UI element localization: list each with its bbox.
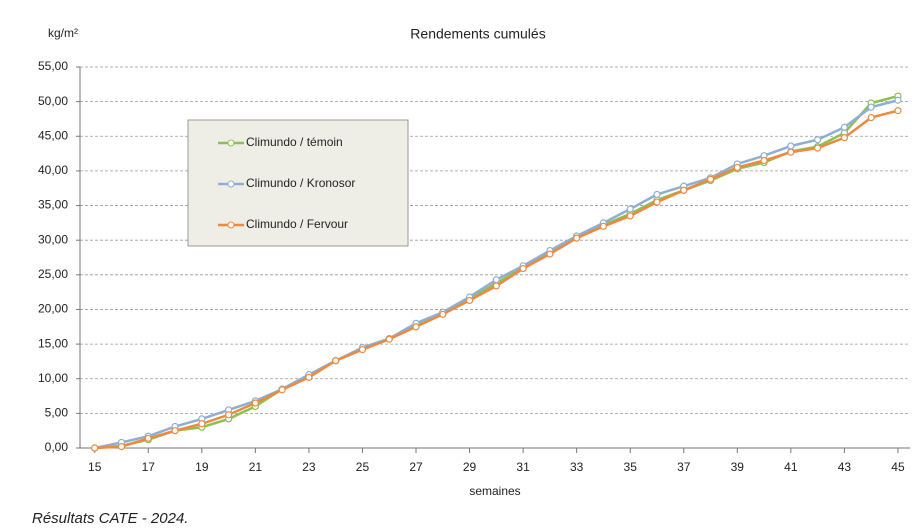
y-tick-label: 50,00 [38,94,68,108]
point [198,420,206,428]
y-tick-label: 35,00 [38,198,68,212]
x-tick-label: 33 [570,460,584,474]
point [814,136,822,144]
x-tick-label: 29 [463,460,477,474]
point [546,250,554,258]
x-tick-label: 15 [88,460,102,474]
y-tick-label: 25,00 [38,267,68,281]
point [626,212,634,220]
legend-label: Climundo / Fervour [246,217,348,231]
point [358,346,367,354]
chart-title: Rendements cumulés [410,26,545,42]
point [894,96,902,104]
point [814,144,822,152]
y-tick-label: 45,00 [38,128,68,142]
point [733,163,741,172]
x-tick-label: 35 [624,460,638,474]
x-tick-label: 21 [249,460,263,474]
point [412,323,420,331]
point [840,134,849,142]
y-tick-label: 20,00 [38,302,68,316]
point [251,399,259,407]
point [653,198,661,206]
x-tick-label: 19 [195,460,209,474]
y-tick-label: 40,00 [38,163,68,177]
legend-marker [227,180,235,188]
point [305,373,313,381]
point [867,103,875,111]
point [706,175,715,183]
point [465,296,474,305]
x-tick-label: 41 [784,460,798,474]
point [492,276,500,284]
y-tick-label: 10,00 [38,371,68,385]
x-tick-label: 31 [516,460,530,474]
y-tick-label: 0,00 [45,440,69,454]
point [867,113,875,122]
point [787,148,795,156]
y-axis-label: kg/m² [48,26,78,40]
point [573,234,581,242]
x-tick-label: 37 [677,460,691,474]
point [653,190,661,199]
point [787,142,795,150]
legend-marker [227,221,235,229]
x-tick-label: 39 [731,460,745,474]
x-tick-label: 25 [356,460,370,474]
y-tick-label: 30,00 [38,232,68,246]
point [171,427,179,435]
x-tick-label: 43 [838,460,852,474]
point [840,123,849,131]
point [144,434,152,442]
y-tick-label: 15,00 [38,336,68,350]
caption: Résultats CATE - 2024. [32,510,188,527]
point [492,282,500,290]
x-tick-label: 23 [302,460,316,474]
x-tick-label: 27 [409,460,423,474]
point [278,386,286,394]
y-tick-label: 55,00 [38,59,68,73]
point [760,156,768,165]
x-tick-label: 45 [891,460,905,474]
x-tick-label: 17 [142,460,156,474]
x-axis-label: semaines [469,484,520,498]
point [91,444,99,452]
point [626,205,634,213]
point [439,310,447,318]
point [599,222,608,230]
point [385,335,393,343]
legend-label: Climundo / témoin [246,135,343,149]
point [117,443,126,451]
legend-marker [227,139,235,147]
point [894,107,902,115]
y-tick-label: 5,00 [45,406,69,420]
point [519,264,527,273]
point [224,411,233,419]
legend-label: Climundo / Kronosor [246,176,355,190]
point [680,186,688,194]
point [332,357,340,365]
